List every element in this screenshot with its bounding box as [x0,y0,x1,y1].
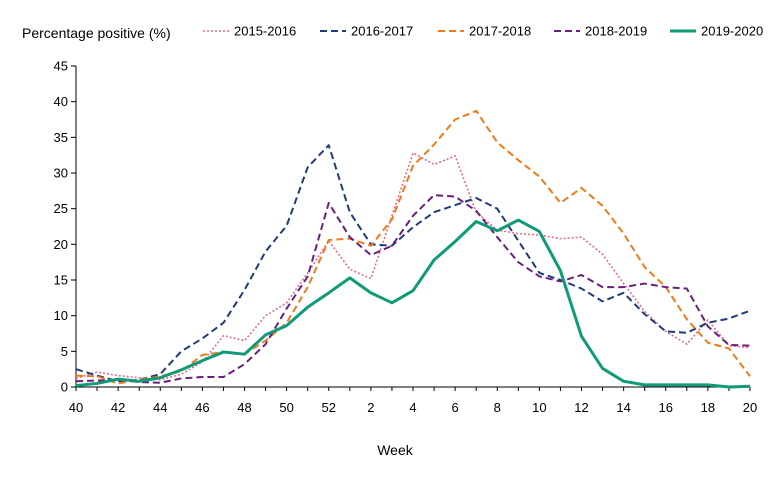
y-tick-label: 40 [54,94,68,109]
x-tick-label: 48 [237,400,251,415]
x-tick-label: 6 [452,400,459,415]
x-tick-label: 2 [367,400,374,415]
x-tick-label: 12 [574,400,588,415]
series-line-2019-2020 [75,218,751,389]
series-line-2017-2018 [75,109,751,385]
legend-label: 2015-2016 [234,24,296,39]
x-tick-label: 8 [494,400,501,415]
legend-label: 2018-2019 [585,24,647,39]
series-line-2016-2017 [75,144,751,383]
legend: 2015-2016 2016-2017 2017-2018 2018-2019 2019… [203,24,763,39]
series-line-2018-2019 [75,194,751,384]
y-tick-label: 30 [54,166,68,181]
series-line-2015-2016 [75,152,751,381]
y-tick-label: 25 [54,201,68,216]
x-tick-label: 52 [322,400,336,415]
y-tick-label: 5 [61,344,68,359]
y-tick-label: 15 [54,273,68,288]
y-tick-label: 20 [54,237,68,252]
x-tick-label: 4 [409,400,416,415]
x-axis: 40 42 44 46 48 50 52 2 4 6 8 10 12 14 16 18 20 [69,386,757,415]
x-tick-label: 50 [279,400,293,415]
y-axis-title: Percentage positive (%) [22,25,171,41]
legend-label: 2017-2018 [469,24,531,39]
plot-series [75,109,751,389]
x-tick-label: 10 [532,400,546,415]
x-tick-label: 40 [69,400,83,415]
y-tick-label: 0 [61,380,68,395]
y-axis: 0 5 10 15 20 25 30 35 40 45 [54,59,77,395]
x-tick-label: 46 [195,400,209,415]
x-tick-label: 20 [743,400,757,415]
x-tick-label: 42 [111,400,125,415]
x-tick-label: 14 [616,400,630,415]
x-tick-label: 16 [659,400,673,415]
y-tick-label: 45 [54,59,68,74]
y-tick-label: 10 [54,308,68,323]
x-tick-label: 44 [153,400,167,415]
x-tick-label: 18 [701,400,715,415]
y-tick-label: 35 [54,130,68,145]
x-axis-title: Week [377,442,414,458]
legend-label: 2016-2017 [351,24,413,39]
legend-label: 2019-2020 [701,24,763,39]
